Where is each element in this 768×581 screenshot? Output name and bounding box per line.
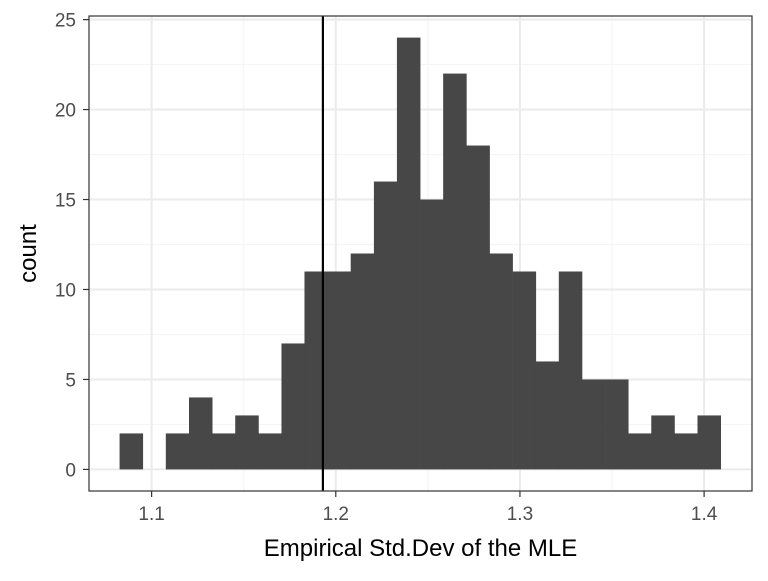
histogram-bar <box>165 433 190 470</box>
x-tick-label: 1.4 <box>691 504 718 525</box>
histogram-bar <box>697 415 721 470</box>
histogram-bar <box>489 253 513 470</box>
bars <box>119 37 721 470</box>
histogram-bar <box>235 415 259 470</box>
histogram-bar <box>373 181 398 470</box>
y-tick-label: 10 <box>55 280 76 301</box>
y-tick-label: 0 <box>65 460 76 481</box>
histogram-bar <box>605 379 629 470</box>
histogram-bar <box>281 343 305 470</box>
histogram-bar <box>350 253 375 470</box>
histogram-bar <box>258 433 282 470</box>
histogram-bar <box>674 433 698 470</box>
histogram-bar <box>119 433 144 470</box>
y-tick-label: 15 <box>55 191 76 212</box>
histogram-bar <box>304 271 328 470</box>
histogram-bar <box>558 271 583 470</box>
histogram-bar <box>189 397 213 470</box>
x-axis-title: Empirical Std.Dev of the MLE <box>264 535 577 562</box>
y-tick-label: 5 <box>65 370 76 391</box>
x-tick-label: 1.1 <box>138 504 164 525</box>
histogram-bar <box>327 271 352 470</box>
x-tick-label: 1.2 <box>323 504 349 525</box>
axis-ticks: 1.1 1.2 1.3 1.4 0 5 10 15 20 25 <box>55 11 718 525</box>
histogram-bar <box>628 433 652 470</box>
histogram-bar <box>396 37 421 470</box>
histogram-bar <box>212 433 236 470</box>
histogram-bar <box>535 361 560 470</box>
histogram-bar <box>651 415 675 470</box>
histogram-bar <box>443 73 467 470</box>
y-tick-label: 25 <box>55 11 76 32</box>
x-tick-label: 1.3 <box>507 504 533 525</box>
histogram-bar <box>581 379 606 470</box>
histogram-bar <box>466 145 490 470</box>
histogram-bar <box>420 199 444 470</box>
panel-border <box>88 15 753 492</box>
y-axis-title: count <box>15 224 42 283</box>
y-tick-label: 20 <box>55 101 76 122</box>
histogram-bar <box>512 271 537 470</box>
